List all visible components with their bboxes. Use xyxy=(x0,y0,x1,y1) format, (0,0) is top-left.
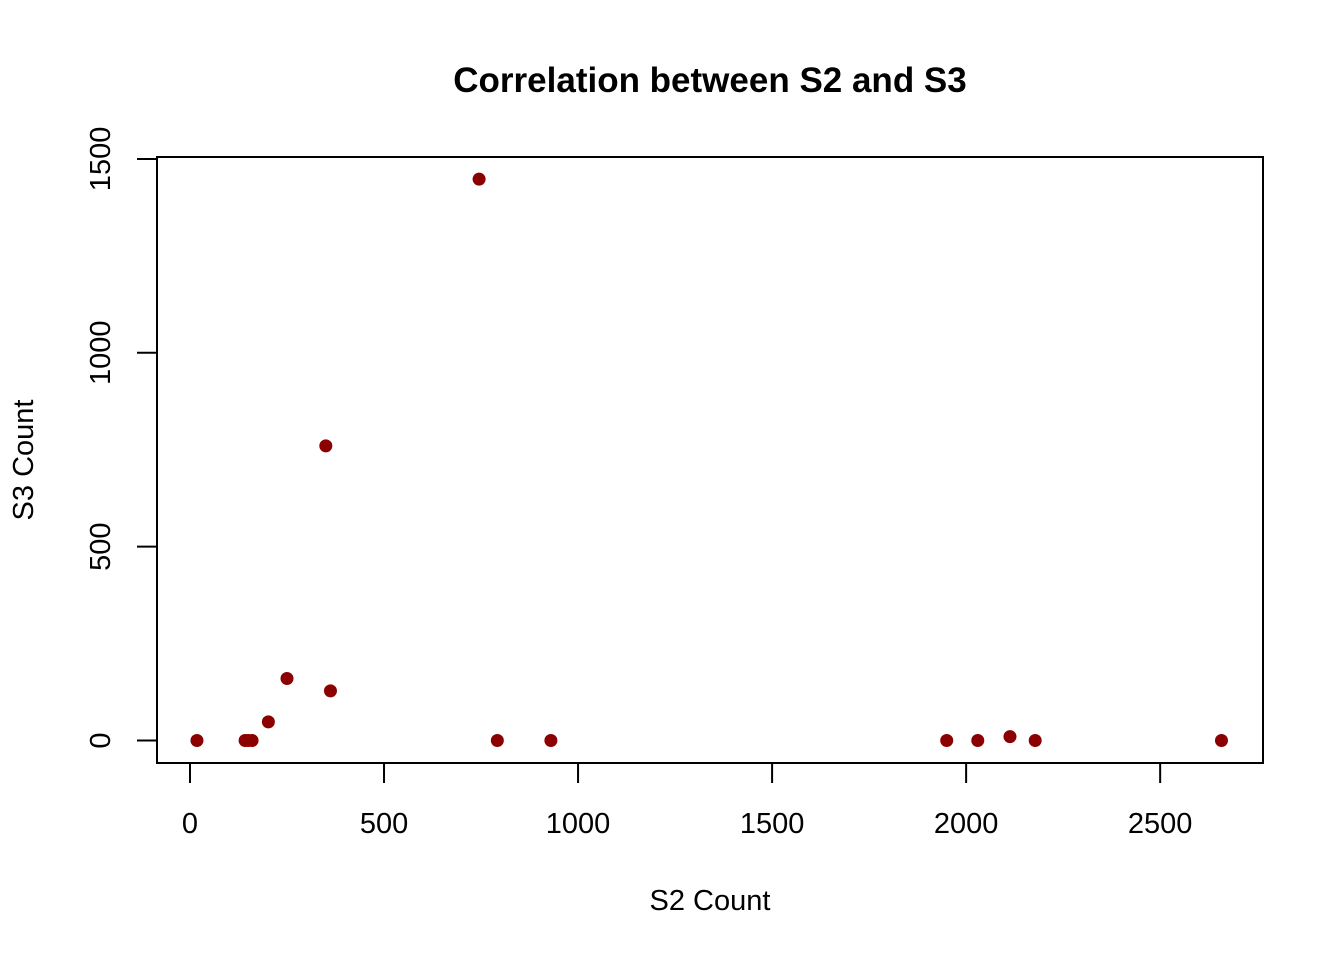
data-points xyxy=(190,172,1228,748)
x-tick-label: 0 xyxy=(182,808,198,840)
data-point xyxy=(1003,730,1017,744)
y-tick-label: 500 xyxy=(85,522,117,570)
data-point xyxy=(261,715,275,729)
data-point xyxy=(280,671,294,685)
y-axis-label: S3 Count xyxy=(8,400,40,521)
plot-frame xyxy=(156,156,1264,764)
data-point xyxy=(190,734,204,748)
x-tick-label: 1000 xyxy=(546,808,611,840)
data-point xyxy=(319,439,333,453)
data-point xyxy=(940,734,954,748)
data-point xyxy=(544,734,558,748)
y-tick-label: 0 xyxy=(85,732,117,748)
y-tick-label: 1000 xyxy=(85,321,117,386)
data-point xyxy=(1214,734,1228,748)
chart-title: Correlation between S2 and S3 xyxy=(453,61,966,100)
x-tick-label: 1500 xyxy=(740,808,805,840)
data-point xyxy=(323,684,337,698)
x-tick-label: 2000 xyxy=(934,808,999,840)
y-tick-label: 1500 xyxy=(85,127,117,192)
y-axis: 0 500 1000 1500 xyxy=(85,127,158,749)
x-tick-label: 500 xyxy=(360,808,408,840)
x-tick-label: 2500 xyxy=(1128,808,1193,840)
data-point xyxy=(490,734,504,748)
x-axis: 0 500 1000 1500 2000 2500 xyxy=(182,762,1193,840)
data-point xyxy=(971,734,985,748)
data-point xyxy=(245,734,259,748)
x-axis-label: S2 Count xyxy=(650,885,771,917)
data-point xyxy=(1028,734,1042,748)
data-point xyxy=(472,172,486,186)
